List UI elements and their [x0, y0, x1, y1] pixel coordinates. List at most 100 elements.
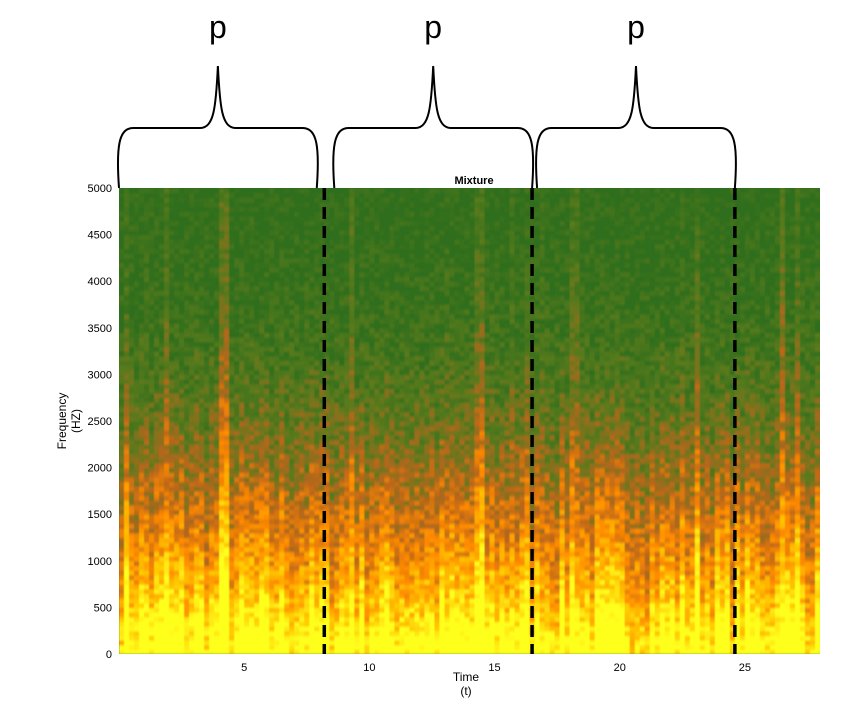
heatmap-cell: [289, 313, 295, 320]
heatmap-cell: [219, 495, 225, 501]
heatmap-cell: [214, 556, 220, 562]
heatmap-cell: [314, 612, 320, 618]
heatmap-cell: [344, 416, 350, 422]
heatmap-cell: [139, 584, 145, 590]
heatmap-cell: [289, 616, 295, 622]
heatmap-cell: [234, 462, 240, 469]
heatmap-cell: [234, 206, 240, 212]
heatmap-cell: [324, 593, 330, 599]
heatmap-cell: [304, 365, 310, 371]
heatmap-cell: [284, 271, 290, 278]
heatmap-cell: [189, 551, 195, 557]
heatmap-cell: [194, 602, 200, 608]
heatmap-cell: [154, 500, 160, 506]
heatmap-cell: [294, 439, 300, 445]
heatmap-cell: [189, 416, 195, 422]
heatmap-cell: [329, 192, 335, 198]
heatmap-cell: [244, 621, 250, 627]
heatmap-cell: [334, 281, 340, 287]
heatmap-cell: [144, 439, 150, 445]
heatmap-cell: [354, 369, 360, 375]
heatmap-cell: [254, 490, 260, 497]
heatmap-cell: [144, 598, 150, 604]
heatmap-cell: [334, 574, 340, 581]
heatmap-cell: [339, 304, 345, 310]
heatmap-cell: [289, 486, 295, 492]
heatmap-cell: [324, 509, 330, 515]
heatmap-cell: [344, 229, 350, 236]
heatmap-cell: [199, 509, 205, 515]
heatmap-cell: [254, 346, 260, 352]
heatmap-cell: [214, 593, 220, 599]
heatmap-cell: [354, 584, 360, 590]
heatmap-cell: [274, 579, 280, 585]
heatmap-cell: [279, 201, 285, 208]
heatmap-cell: [279, 490, 285, 497]
heatmap-cell: [364, 318, 370, 324]
heatmap-cell: [264, 421, 270, 427]
heatmap-cell: [344, 225, 350, 231]
heatmap-cell: [164, 365, 170, 371]
heatmap-cell: [334, 248, 340, 254]
heatmap-cell: [354, 379, 360, 385]
heatmap-cell: [299, 267, 305, 273]
heatmap-cell: [184, 271, 190, 278]
heatmap-cell: [169, 444, 175, 450]
heatmap-cell: [309, 351, 315, 357]
heatmap-cell: [194, 379, 200, 385]
heatmap-cell: [129, 351, 135, 357]
heatmap-cell: [184, 332, 190, 338]
heatmap-cell: [219, 253, 225, 259]
heatmap-cell: [364, 295, 370, 301]
heatmap-cell: [319, 500, 325, 506]
heatmap-cell: [279, 518, 285, 525]
heatmap-cell: [144, 551, 150, 557]
heatmap-cell: [144, 248, 150, 254]
heatmap-cell: [349, 290, 355, 296]
heatmap-cell: [269, 462, 275, 469]
heatmap-cell: [319, 532, 325, 539]
heatmap-cell: [184, 439, 190, 445]
heatmap-cell: [159, 341, 165, 348]
heatmap-cell: [209, 593, 215, 599]
heatmap-cell: [324, 276, 330, 282]
heatmap-cell: [224, 425, 230, 431]
heatmap-cell: [169, 243, 175, 250]
heatmap-cell: [189, 402, 195, 408]
heatmap-cell: [144, 542, 150, 548]
heatmap-cell: [159, 248, 165, 254]
heatmap-cell: [299, 365, 305, 371]
heatmap-cell: [239, 500, 245, 506]
heatmap-cell: [329, 458, 335, 464]
heatmap-cell: [274, 514, 280, 520]
heatmap-cell: [324, 341, 330, 348]
heatmap-cell: [149, 560, 155, 567]
heatmap-cell: [129, 649, 135, 654]
heatmap-cell: [254, 388, 260, 394]
heatmap-cell: [344, 542, 350, 548]
heatmap-cell: [199, 514, 205, 520]
heatmap-cell: [204, 565, 210, 571]
heatmap-cell: [314, 504, 320, 511]
heatmap-cell: [359, 290, 365, 296]
heatmap-cell: [339, 430, 345, 436]
heatmap-cell: [299, 472, 305, 478]
heatmap-cell: [144, 369, 150, 375]
heatmap-cell: [209, 407, 215, 413]
heatmap-cell: [299, 383, 305, 389]
heatmap-cell: [139, 309, 145, 315]
heatmap-cell: [324, 574, 330, 581]
heatmap-cell: [189, 206, 195, 212]
heatmap-cell: [124, 220, 130, 226]
heatmap-cell: [249, 649, 255, 654]
heatmap-cell: [354, 215, 360, 222]
heatmap-cell: [349, 407, 355, 413]
heatmap-cell: [144, 407, 150, 413]
heatmap-cell: [164, 416, 170, 422]
heatmap-cell: [174, 379, 180, 385]
heatmap-cell: [324, 304, 330, 310]
heatmap-cell: [299, 486, 305, 492]
heatmap-cell: [354, 574, 360, 581]
heatmap-cell: [279, 434, 285, 441]
heatmap-cell: [204, 509, 210, 515]
